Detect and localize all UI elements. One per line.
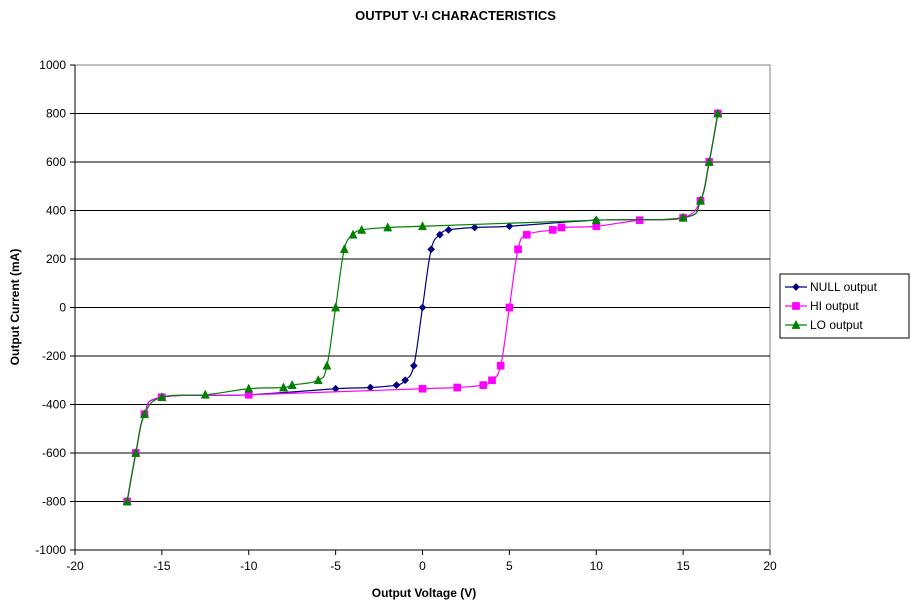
data-point: [444, 225, 453, 234]
data-point: [713, 108, 723, 118]
data-point: [157, 392, 167, 402]
data-point: [479, 381, 488, 389]
data-point: [678, 212, 688, 222]
legend-label: HI output: [810, 299, 859, 313]
data-point: [331, 302, 341, 312]
data-point: [548, 226, 557, 234]
legend-label: NULL output: [810, 280, 878, 294]
data-point: [418, 384, 427, 393]
data-point: [287, 379, 297, 389]
data-point: [488, 376, 496, 385]
data-point: [339, 244, 349, 254]
data-point: [522, 230, 531, 239]
series-line: [126, 113, 719, 502]
data-point: [383, 222, 393, 232]
y-tick-label: 200: [46, 252, 66, 266]
grid-layer: [74, 64, 771, 551]
data-point: [496, 361, 505, 370]
series-layer: [122, 108, 723, 506]
y-tick-label: -1000: [35, 543, 66, 557]
data-point: [401, 376, 410, 385]
series-lo-output: [122, 108, 723, 506]
x-tick-label: -15: [153, 559, 171, 573]
x-tick-label: 0: [419, 559, 426, 573]
data-point: [131, 447, 141, 457]
y-tick-label: -800: [42, 495, 66, 509]
data-point: [200, 389, 210, 399]
y-tick-label: -400: [42, 398, 66, 412]
y-tick-label: 800: [46, 107, 66, 121]
legend-marker: [792, 302, 800, 310]
data-point: [409, 361, 418, 370]
legend-marker: [791, 319, 801, 329]
legend-label: LO output: [810, 318, 863, 332]
y-tick-label: 600: [46, 155, 66, 169]
x-tick-label: -5: [330, 559, 341, 573]
data-point: [435, 230, 444, 239]
data-point: [322, 360, 332, 370]
data-point: [505, 303, 514, 312]
x-tick-label: -10: [240, 559, 258, 573]
data-point: [278, 382, 289, 392]
data-point: [514, 245, 522, 254]
legend-marker: [792, 283, 800, 291]
x-axis-title: Output Voltage (V): [372, 586, 476, 600]
y-tick-label: -600: [42, 446, 66, 460]
data-point: [139, 409, 150, 419]
y-tick-label: -200: [42, 349, 66, 363]
data-point: [418, 303, 427, 312]
y-tick-label: 0: [59, 301, 66, 315]
data-point: [557, 223, 566, 232]
data-point: [704, 156, 714, 166]
data-point: [695, 195, 706, 205]
x-tick-label: 5: [506, 559, 513, 573]
chart-title: OUTPUT V-I CHARACTERISTICS: [355, 8, 556, 23]
x-tick-label: 20: [763, 559, 777, 573]
axes-layer: -1000-800-600-400-20002004006008001000-2…: [35, 58, 777, 573]
x-tick-label: 15: [676, 559, 690, 573]
data-point: [417, 221, 428, 231]
x-tick-label: -20: [66, 559, 84, 573]
data-point: [313, 375, 323, 385]
data-point: [122, 496, 132, 506]
data-point: [348, 229, 358, 239]
data-point: [392, 381, 401, 390]
y-tick-label: 1000: [39, 58, 66, 72]
data-point: [470, 223, 479, 232]
legend: NULL output HI output LO output: [779, 273, 910, 339]
data-point: [357, 224, 367, 234]
data-point: [591, 215, 601, 225]
x-tick-label: 10: [590, 559, 604, 573]
data-point: [453, 383, 462, 392]
data-point: [244, 383, 254, 393]
data-point: [505, 222, 514, 231]
y-tick-label: 400: [46, 204, 66, 218]
data-point: [427, 245, 436, 254]
y-axis-title: Output Current (mA): [8, 249, 22, 366]
